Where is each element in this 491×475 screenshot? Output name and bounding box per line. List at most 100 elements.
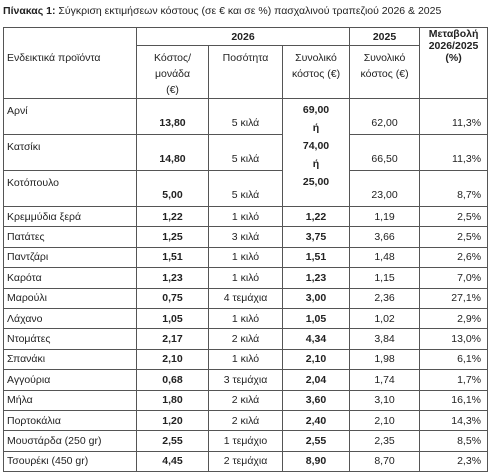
row-name: Μήλα [3,389,137,411]
table-row: Πατάτες 1,25 3 κιλά 3,75 3,66 2,5% [3,226,489,248]
row-unit-cost: 1,20 [136,409,209,432]
row-unit-cost: 0,68 [136,369,209,391]
row-prev-total: 2,10 [349,409,421,432]
item-rows: Κρεμμύδια ξερά 1,22 1 κιλό 1,22 1,19 2,5% Πατά… [3,205,489,473]
row-total: 4,34 [281,328,351,350]
row-prev-total: 2,35 [349,430,421,452]
row-name: Κρεμμύδια ξερά [3,205,137,228]
row-quantity: 2 κιλά [208,328,283,350]
meat-total-merged-cell: 69,00 ή 74,00 ή 25,00 [281,98,351,207]
row-quantity: 1 κιλό [208,205,283,228]
header-change: Μεταβολή 2026/2025 (%) [419,27,489,99]
row-prev-total: 1,98 [349,348,421,371]
row-quantity: 5 κιλά [208,98,283,135]
header-unit-cost: Κόστος/ μονάδα (€) [136,45,209,99]
total-chicken: 25,00 [302,176,330,188]
row-total: 2,55 [281,430,351,452]
row-unit-cost: 0,75 [136,287,209,309]
total-goat: 74,00 [302,140,330,152]
table-row: Ντομάτες 2,17 2 κιλά 4,34 3,84 13,0% [3,328,489,350]
row-prev-total: 3,10 [349,389,421,411]
row-unit-cost: 1,80 [136,389,209,411]
table-row: Μήλα 1,80 2 κιλά 3,60 3,10 16,1% [3,389,489,411]
header-product: Ενδεικτικά προϊόντα [3,45,137,99]
header-total-2025: Συνολικό κόστος (€) [349,45,421,99]
table-row: Αγγούρια 0,68 3 τεμάχια 2,04 1,74 1,7% [3,369,489,391]
row-prev-total: 1,19 [349,205,421,228]
row-unit-cost: 13,80 [136,98,209,135]
row-quantity: 1 κιλό [208,267,283,289]
row-change: 11,3% [419,98,489,135]
row-change: 7,0% [419,267,489,289]
row-change: 2,6% [419,246,489,269]
table-row: Παντζάρι 1,51 1 κιλό 1,51 1,48 2,6% [3,246,489,269]
row-unit-cost: 2,17 [136,328,209,350]
row-unit-cost: 1,22 [136,205,209,228]
row-total: 2,04 [281,369,351,391]
row-quantity: 2 κιλά [208,409,283,432]
table-row: Καρότα 1,23 1 κιλό 1,23 1,15 7,0% [3,267,489,289]
row-change: 11,3% [419,134,489,171]
header-row-years: 2026 2025 Μεταβολή 2026/2025 (%) [3,27,489,99]
row-change: 16,1% [419,389,489,411]
table-row-goat: Κατσίκι 14,80 5 κιλά 66,50 11,3% [3,134,489,171]
row-change: 6,1% [419,348,489,371]
row-prev-total: 3,84 [349,328,421,350]
row-change: 14,3% [419,409,489,432]
header-total-line2: κόστος (€) [291,68,341,80]
row-quantity: 2 κιλά [208,389,283,411]
row-name: Πατάτες [3,226,137,248]
row-name: Μουστάρδα (250 gr) [3,430,137,452]
row-total: 3,75 [281,226,351,248]
table-row-lamb: Αρνί 13,80 5 κιλά 69,00 ή 74,00 ή 25,00 … [3,98,489,207]
row-quantity: 3 τεμάχια [208,369,283,391]
row-total: 1,51 [281,246,351,269]
header-total-2026: Συνολικό κόστος (€) [281,45,351,99]
row-quantity: 5 κιλά [208,170,283,207]
header-empty-cell [3,27,137,46]
caption-label: Πίνακας 1: [3,5,56,17]
row-prev-total: 23,00 [349,170,421,207]
row-unit-cost: 1,51 [136,246,209,269]
row-prev-total: 1,15 [349,267,421,289]
row-name: Κατσίκι [3,134,137,171]
table-row: Σπανάκι 2,10 1 κιλό 2,10 1,98 6,1% [3,348,489,371]
header-total-line1: Συνολικό [295,52,337,64]
row-quantity: 3 κιλά [208,226,283,248]
row-unit-cost: 1,25 [136,226,209,248]
table-row: Τσουρέκι (450 gr) 4,45 2 τεμάχια 8,90 8,70 2,… [3,450,489,473]
table-row: Μαρούλι 0,75 4 τεμάχια 3,00 2,36 27,1% [3,287,489,309]
row-unit-cost: 5,00 [136,170,209,207]
row-change: 13,0% [419,328,489,350]
row-name: Κοτόπουλο [3,170,137,207]
table-row: Μουστάρδα (250 gr) 2,55 1 τεμάχιο 2,55 2,35 8… [3,430,489,452]
header-unit-cost-line2: μονάδα [154,68,191,80]
row-change: 8,5% [419,430,489,452]
row-name: Παντζάρι [3,246,137,269]
row-name: Ντομάτες [3,328,137,350]
row-prev-total: 66,50 [349,134,421,171]
row-quantity: 1 κιλό [208,307,283,330]
row-total: 2,40 [281,409,351,432]
row-prev-total: 3,66 [349,226,421,248]
total-lamb: 69,00 [302,104,330,116]
row-change: 2,5% [419,226,489,248]
row-prev-total: 8,70 [349,450,421,473]
row-name: Πορτοκάλια [3,409,137,432]
row-change: 2,9% [419,307,489,330]
row-change: 8,7% [419,170,489,207]
caption-text: Σύγκριση εκτιμήσεων κόστους (σε € και σε… [55,5,442,17]
row-prev-total: 62,00 [349,98,421,135]
row-prev-total: 1,02 [349,307,421,330]
table-caption: Πίνακας 1: Σύγκριση εκτιμήσεων κόστους (… [3,5,441,17]
header-row-columns: Ενδεικτικά προϊόντα Κόστος/ μονάδα (€) Π… [3,45,488,99]
row-quantity: 1 τεμάχιο [208,430,283,452]
header-quantity: Ποσότητα [208,45,283,99]
row-change: 27,1% [419,287,489,309]
header-total2025-line1: Συνολικό [363,52,406,64]
table-row: Κρεμμύδια ξερά 1,22 1 κιλό 1,22 1,19 2,5% [3,205,489,228]
row-name: Αγγούρια [3,369,137,391]
row-name: Σπανάκι [3,348,137,371]
row-total: 8,90 [281,450,351,473]
row-unit-cost: 4,45 [136,450,209,473]
